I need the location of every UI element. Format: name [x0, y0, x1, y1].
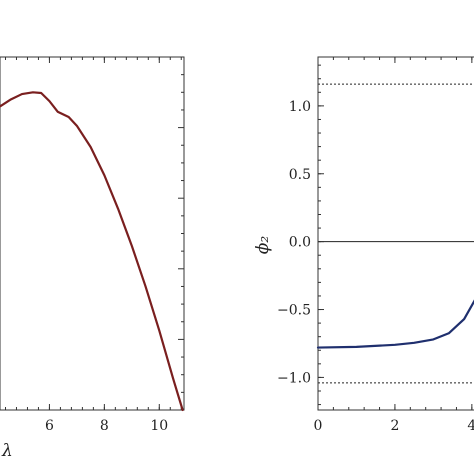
left-plot-frame	[0, 56, 185, 411]
left-panel: 6 8 10 λ	[0, 56, 185, 461]
right-y-tick-label: −1.0	[277, 370, 311, 386]
right-plot-frame	[317, 56, 474, 411]
left-x-tick-label: 10	[150, 418, 168, 434]
right-panel: −1.0 −0.5 0.0 0.5 1.0 0 2 4 ϕ₂	[253, 56, 474, 434]
right-y-tick-label: 0.5	[289, 167, 311, 183]
left-x-tick-label: 6	[45, 418, 54, 434]
right-x-tick-label: 2	[390, 418, 399, 434]
right-x-tick-label: 4	[467, 418, 474, 434]
right-y-tick-label: 0.0	[289, 235, 311, 251]
right-ticks: −1.0 −0.5 0.0 0.5 1.0 0 2 4	[277, 57, 474, 434]
right-y-tick-label: 1.0	[289, 99, 311, 115]
right-series-line	[316, 299, 474, 349]
left-x-tick-label: 8	[100, 418, 109, 434]
right-y-tick-label: −0.5	[277, 303, 311, 319]
right-y-axis-label: ϕ₂	[253, 236, 273, 255]
right-x-tick-label: 0	[314, 418, 323, 434]
left-ticks: 6 8 10	[4, 57, 184, 434]
left-series-line	[0, 91, 184, 412]
left-x-axis-label: λ	[1, 441, 13, 461]
